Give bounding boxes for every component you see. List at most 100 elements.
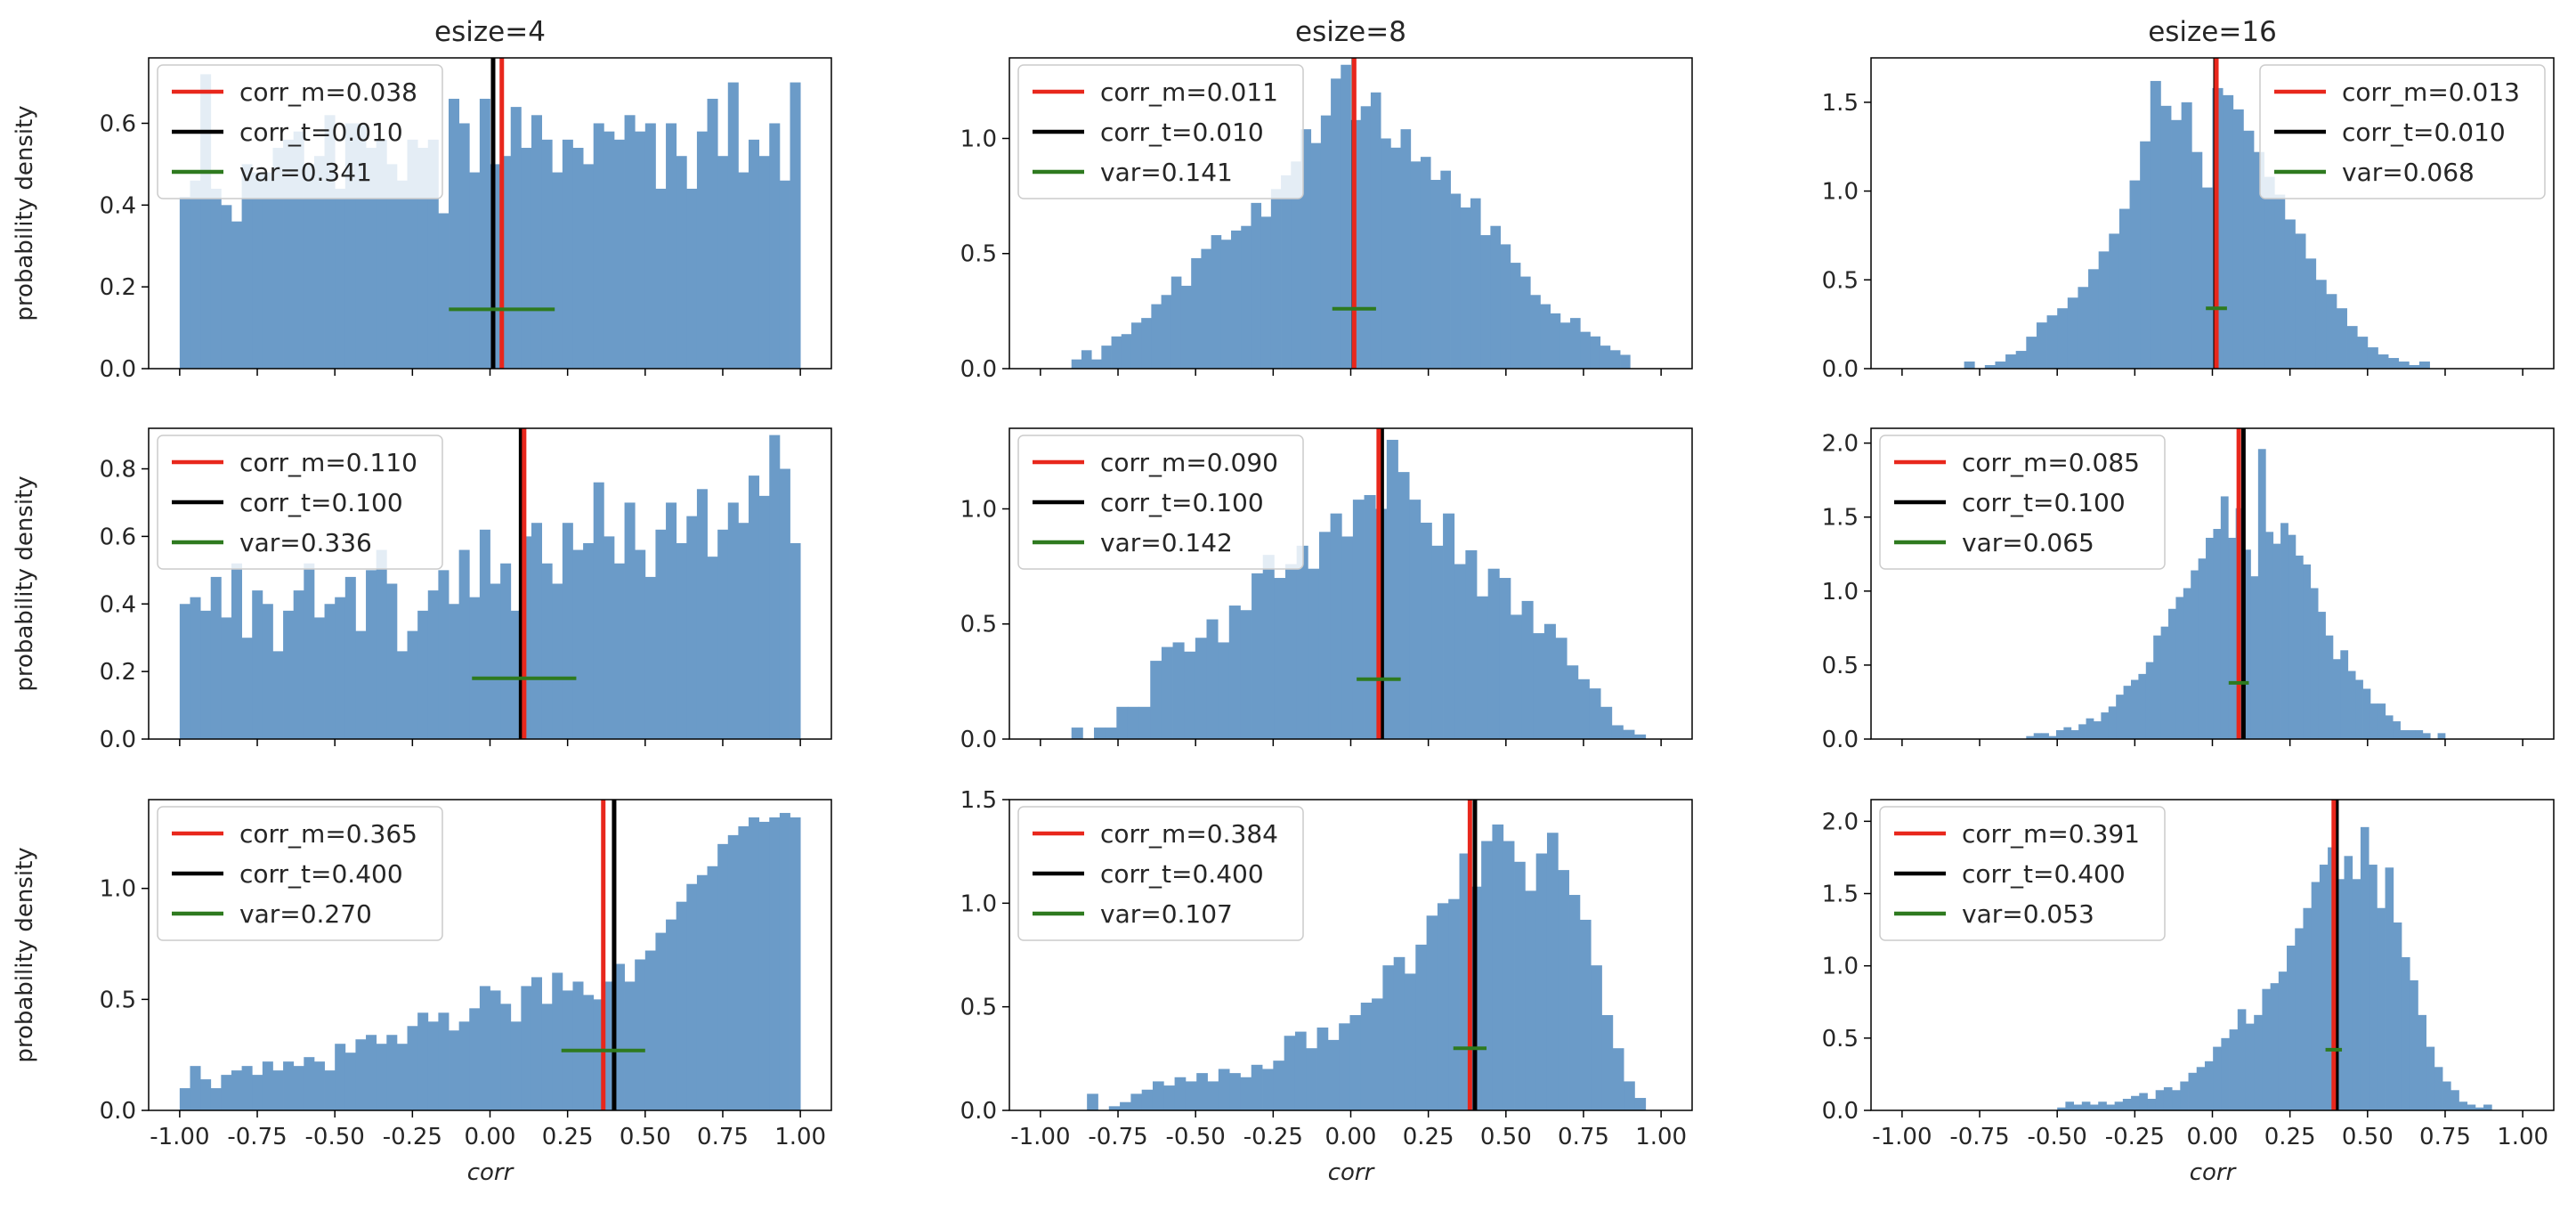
histogram-bar [241, 1066, 253, 1110]
histogram-bar [1397, 472, 1410, 739]
histogram-bar [2288, 534, 2297, 739]
histogram-bar [1480, 235, 1491, 369]
histogram-bar [2407, 730, 2416, 739]
histogram-bar [179, 197, 190, 369]
y-tick-label: 0.4 [100, 591, 136, 618]
legend-entry: corr_m=0.013 [2342, 77, 2520, 107]
histogram-bar [1364, 494, 1376, 739]
histogram-bar [2303, 564, 2312, 739]
histogram-bar [2311, 882, 2321, 1110]
histogram-bar [376, 549, 387, 739]
histogram-bar [458, 1021, 470, 1110]
histogram-bar [1600, 706, 1613, 739]
histogram-bar [1207, 1081, 1219, 1110]
histogram-bar [1623, 729, 1635, 739]
x-tick-label: 0.50 [2342, 1124, 2394, 1150]
y-tick-label: 1.0 [1822, 179, 1859, 206]
histogram-bar [2191, 151, 2203, 369]
x-tick-label: -0.50 [2028, 1124, 2087, 1150]
y-tick-label: 0.2 [100, 659, 136, 686]
histogram-bar [552, 583, 563, 739]
histogram-bar [1589, 688, 1601, 739]
histogram-bar [2385, 715, 2394, 739]
histogram-bar [221, 1075, 232, 1110]
histogram-bar [2041, 733, 2049, 739]
legend-entry: corr_t=0.010 [1100, 118, 1264, 147]
histogram-bar [562, 139, 573, 369]
histogram-bar [572, 549, 584, 739]
histogram-bar [2409, 365, 2420, 369]
histogram-bar [479, 529, 490, 739]
histogram-bar [1492, 824, 1504, 1110]
histogram-bar [1330, 513, 1342, 739]
histogram-bar [427, 1021, 439, 1110]
histogram-bar [1284, 1036, 1296, 1110]
histogram-bar [2336, 308, 2347, 369]
histogram-bar [221, 617, 232, 739]
histogram-bar [355, 630, 367, 739]
legend-box [1017, 64, 1304, 199]
histogram-bar [2057, 1107, 2066, 1110]
histogram-bar [2265, 532, 2274, 739]
histogram-bar [2410, 979, 2418, 1110]
histogram-bar [252, 1075, 263, 1110]
histogram-bar [179, 604, 190, 739]
histogram-bar [304, 164, 315, 369]
histogram-bar [190, 1066, 201, 1110]
histogram-bar [1382, 965, 1395, 1110]
histogram-bar [231, 563, 242, 739]
histogram-bar [500, 563, 512, 739]
histogram-bar [583, 995, 595, 1110]
histogram-bar [1525, 890, 1537, 1110]
histogram-bar [2262, 988, 2272, 1110]
histogram-bar [603, 981, 615, 1110]
histogram-bar [541, 139, 553, 369]
histogram-bar [2188, 1072, 2198, 1110]
histogram-bar [717, 843, 729, 1110]
y-tick-label: 1.0 [960, 126, 997, 152]
legend-entry: corr_t=0.400 [1100, 859, 1264, 889]
histogram-bar [1393, 956, 1405, 1110]
histogram-bar [2026, 736, 2035, 739]
histogram-bar [200, 610, 212, 739]
histogram-bar [2377, 907, 2386, 1110]
histogram-bar [283, 1061, 295, 1110]
histogram-bar [1184, 651, 1196, 739]
y-tick-label: 2.0 [1822, 809, 1859, 835]
histogram-bar [2284, 219, 2296, 369]
x-tick-label: -0.25 [1243, 1124, 1303, 1150]
histogram-bar [1094, 727, 1106, 739]
histogram-bar [2086, 718, 2094, 739]
histogram-bar [1620, 354, 1631, 369]
x-tick-label: 0.00 [2187, 1124, 2239, 1150]
x-tick-label: 0.25 [2264, 1124, 2316, 1150]
histogram-bar [449, 1030, 460, 1110]
histogram-bar [1121, 334, 1132, 369]
histogram-bar [738, 172, 749, 369]
histogram-bar [2168, 608, 2176, 739]
histogram-bar [510, 1021, 522, 1110]
histogram-bar [2191, 570, 2199, 739]
histogram-bar [769, 123, 781, 369]
histogram-bar [1211, 235, 1222, 369]
x-tick-label: -0.25 [383, 1124, 442, 1150]
histogram-bar [458, 123, 470, 369]
x-tick-label: -0.75 [1088, 1124, 1147, 1150]
histogram-bar [2223, 94, 2234, 369]
x-tick-label: 0.50 [1480, 1124, 1532, 1150]
y-tick-label: 0.5 [960, 241, 997, 268]
histogram-bar [1316, 1027, 1329, 1110]
histogram-bar [2098, 1101, 2107, 1110]
histogram-bar [1420, 157, 1431, 369]
y-tick-label: 0.8 [100, 457, 136, 484]
histogram-bar [2206, 537, 2214, 739]
histogram-bar [1174, 1077, 1187, 1110]
histogram-bar [1201, 248, 1212, 369]
histogram-bar [2340, 650, 2349, 739]
histogram-bar [2254, 1014, 2263, 1110]
histogram-bar [1611, 725, 1624, 739]
histogram-bar [1450, 193, 1462, 369]
histogram-bar [231, 221, 242, 369]
histogram-bar [366, 148, 377, 369]
histogram-bar [717, 156, 729, 369]
